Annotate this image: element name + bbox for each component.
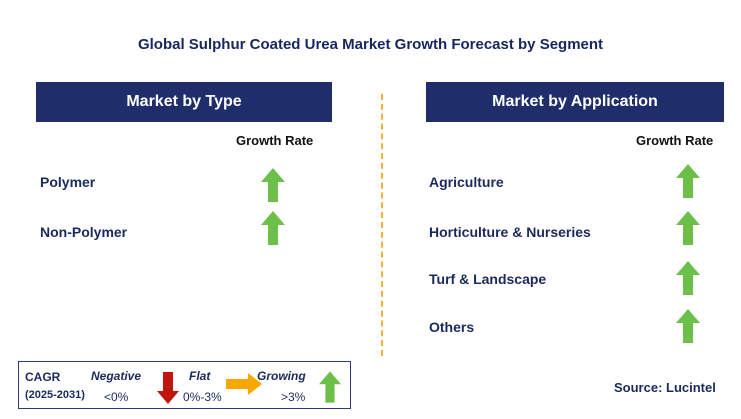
- right-arrow-icon: [226, 373, 262, 395]
- legend-negative-label: Negative: [91, 369, 142, 383]
- source-label: Source: Lucintel: [614, 380, 716, 395]
- application-item-horticulture: Horticulture & Nurseries: [429, 224, 591, 240]
- up-arrow-icon: [261, 168, 285, 202]
- type-item-polymer: Polymer: [40, 174, 96, 190]
- up-arrow-icon: [319, 371, 341, 403]
- application-item-others: Others: [429, 319, 475, 335]
- market-by-application-header: Market by Application: [426, 82, 724, 122]
- legend-period-label: (2025-2031): [25, 389, 85, 401]
- application-item-turf-landscape: Turf & Landscape: [429, 271, 547, 287]
- chart-title: Global Sulphur Coated Urea Market Growth…: [137, 36, 604, 53]
- legend-growing-label: Growing: [257, 369, 306, 383]
- market-by-application-header-label: Market by Application: [492, 93, 658, 110]
- down-arrow-icon: [157, 372, 179, 404]
- legend-flat-label: Flat: [189, 369, 211, 383]
- up-arrow-icon: [676, 211, 700, 245]
- market-by-type-header: Market by Type: [36, 82, 332, 122]
- market-by-type-header-label: Market by Type: [126, 93, 242, 110]
- panel-divider: [381, 94, 383, 356]
- legend-flat-range: 0%-3%: [183, 390, 222, 404]
- up-arrow-icon: [676, 261, 700, 295]
- right-growth-rate-label: Growth Rate: [636, 133, 714, 148]
- up-arrow-icon: [261, 211, 285, 245]
- left-growth-rate-label: Growth Rate: [236, 133, 314, 148]
- type-item-non-polymer: Non-Polymer: [40, 224, 128, 240]
- legend-negative-range: <0%: [104, 390, 129, 404]
- application-item-agriculture: Agriculture: [429, 174, 504, 190]
- up-arrow-icon: [676, 164, 700, 198]
- legend-cagr-label: CAGR: [25, 370, 61, 384]
- legend-growing-range: >3%: [281, 390, 306, 404]
- up-arrow-icon: [676, 309, 700, 343]
- cagr-legend: CAGR (2025-2031) Negative <0% Flat 0%-3%…: [18, 361, 351, 409]
